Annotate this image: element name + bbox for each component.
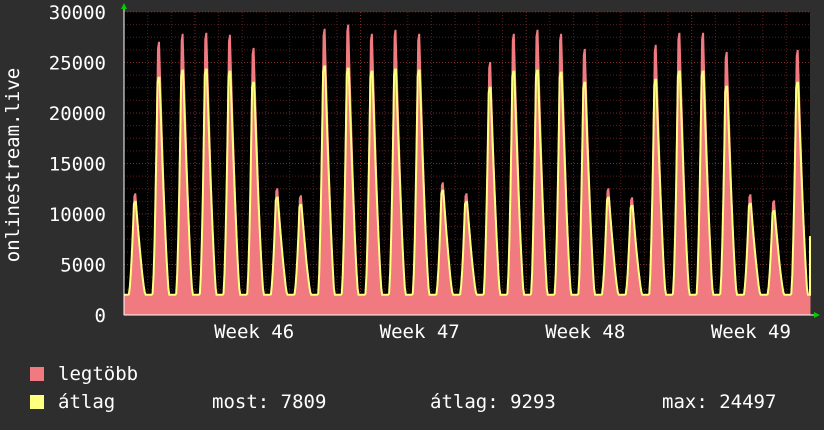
x-tick-labels: Week 46 Week 47 Week 48 Week 49 [214, 321, 791, 343]
legend-item-legtobb: legtöbb [30, 363, 138, 385]
y-tick-label: 15000 [49, 154, 106, 176]
y-tick-label: 0 [95, 305, 106, 327]
stat-atlag: átlag: 9293 [430, 391, 556, 413]
y-tick-label: 30000 [49, 2, 106, 24]
stat-most: most: 7809 [212, 391, 327, 413]
series-group [123, 24, 811, 316]
x-tick-label: Week 46 [214, 321, 294, 343]
legend-item-atlag: átlag [30, 391, 115, 413]
y-tick-label: 10000 [49, 204, 106, 226]
series-atlag-line [124, 65, 811, 296]
x-tick-label: Week 47 [380, 321, 460, 343]
legend-label-legtobb: legtöbb [58, 363, 139, 385]
y-axis-arrow [121, 3, 127, 9]
stat-max: max: 24497 [662, 391, 777, 413]
y-tick-label: 25000 [49, 53, 106, 75]
y-axis-label: onlinestream.live [2, 68, 24, 262]
y-tick-label: 20000 [49, 103, 106, 125]
legend-swatch-atlag [30, 395, 44, 409]
x-axis-arrow [814, 312, 820, 318]
legend-swatch-legtobb [30, 367, 44, 381]
y-tick-labels: 0 5000 10000 15000 20000 25000 30000 [49, 2, 106, 327]
x-tick-label: Week 48 [545, 321, 625, 343]
y-tick-label: 5000 [60, 255, 106, 277]
axes [121, 3, 820, 318]
x-tick-label: Week 49 [711, 321, 791, 343]
legend-label-atlag: átlag [58, 391, 116, 413]
